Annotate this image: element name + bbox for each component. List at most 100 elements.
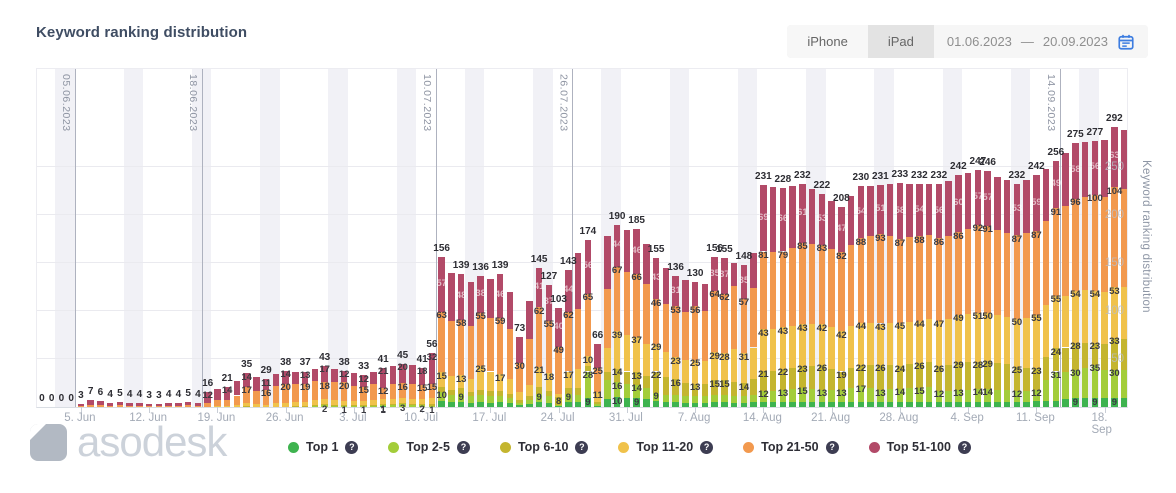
bar[interactable]: [662, 267, 670, 407]
bar[interactable]: [984, 170, 991, 407]
bar[interactable]: [740, 264, 748, 407]
bar[interactable]: [87, 400, 94, 407]
bar[interactable]: [964, 172, 972, 407]
bar[interactable]: [175, 403, 182, 407]
bar[interactable]: [779, 188, 787, 407]
bar[interactable]: [496, 273, 504, 407]
bar[interactable]: [506, 291, 514, 407]
bar[interactable]: [1052, 161, 1060, 407]
bar[interactable]: [867, 186, 874, 407]
bar[interactable]: [321, 365, 328, 407]
tab-iphone[interactable]: iPhone: [787, 25, 868, 58]
bar[interactable]: [155, 404, 163, 407]
bar[interactable]: [789, 186, 796, 407]
bar[interactable]: [253, 377, 260, 407]
bar[interactable]: [331, 368, 338, 407]
bar[interactable]: [1111, 126, 1118, 407]
bar[interactable]: [1033, 174, 1040, 407]
bar[interactable]: [701, 284, 709, 407]
bar[interactable]: [301, 371, 309, 407]
bar[interactable]: [526, 301, 533, 407]
bar[interactable]: [262, 379, 270, 407]
bar[interactable]: [847, 195, 855, 407]
bar[interactable]: [994, 176, 1001, 407]
bar[interactable]: [370, 371, 377, 407]
bar[interactable]: [652, 258, 660, 407]
bar[interactable]: [945, 181, 952, 407]
bar[interactable]: [594, 343, 601, 407]
bar[interactable]: [106, 403, 114, 407]
bar[interactable]: [906, 184, 913, 407]
bar[interactable]: [545, 285, 553, 407]
bar[interactable]: [77, 404, 85, 407]
bar[interactable]: [838, 207, 845, 407]
bar[interactable]: [1072, 143, 1079, 407]
bar[interactable]: [457, 273, 465, 407]
bar[interactable]: [935, 184, 943, 407]
bar[interactable]: [974, 169, 982, 407]
legend-item-top-21-50[interactable]: Top 21-50?: [743, 440, 839, 454]
bar[interactable]: [916, 184, 923, 407]
bar[interactable]: [165, 403, 172, 407]
bar[interactable]: [574, 253, 582, 407]
bar[interactable]: [555, 308, 562, 407]
bar[interactable]: [799, 184, 806, 407]
bar[interactable]: [760, 185, 767, 407]
help-icon[interactable]: ?: [825, 440, 839, 454]
bar[interactable]: [623, 230, 631, 407]
bar[interactable]: [1081, 142, 1089, 407]
bar[interactable]: [409, 364, 416, 407]
help-icon[interactable]: ?: [456, 440, 470, 454]
bar[interactable]: [1120, 129, 1128, 407]
bar[interactable]: [682, 280, 689, 407]
bar[interactable]: [448, 272, 455, 407]
bar[interactable]: [204, 391, 211, 407]
help-icon[interactable]: ?: [575, 440, 589, 454]
bar[interactable]: [340, 370, 348, 407]
bar[interactable]: [233, 381, 241, 407]
bar[interactable]: [97, 401, 104, 407]
bar[interactable]: [136, 403, 143, 407]
date-range-picker[interactable]: 01.06.2023 — 20.09.2023: [933, 25, 1148, 58]
legend-item-top-6-10[interactable]: Top 6-10?: [499, 440, 589, 454]
bar[interactable]: [925, 184, 933, 407]
bar[interactable]: [877, 185, 884, 407]
bar[interactable]: [721, 258, 728, 407]
bar[interactable]: [896, 183, 904, 407]
bar[interactable]: [487, 279, 494, 407]
bar[interactable]: [282, 370, 289, 407]
bar[interactable]: [311, 368, 319, 407]
bar[interactable]: [769, 187, 777, 407]
bar[interactable]: [516, 336, 523, 407]
bar[interactable]: [857, 186, 865, 407]
bar[interactable]: [184, 402, 192, 407]
bar[interactable]: [399, 363, 406, 407]
legend-item-top-2-5[interactable]: Top 2-5?: [388, 440, 470, 454]
bar[interactable]: [1062, 152, 1069, 407]
bar[interactable]: [438, 257, 445, 407]
calendar-icon[interactable]: [1117, 33, 1135, 51]
bar[interactable]: [1101, 140, 1108, 407]
bar[interactable]: [214, 388, 221, 407]
bar[interactable]: [808, 189, 816, 407]
bar[interactable]: [360, 375, 367, 407]
bar[interactable]: [613, 224, 621, 407]
bar[interactable]: [1023, 180, 1030, 407]
bar[interactable]: [467, 282, 475, 407]
bar[interactable]: [691, 282, 699, 407]
bar[interactable]: [672, 276, 679, 407]
help-icon[interactable]: ?: [700, 440, 714, 454]
bar[interactable]: [116, 402, 124, 407]
bar[interactable]: [750, 253, 757, 407]
bar[interactable]: [1042, 168, 1050, 407]
bar[interactable]: [535, 267, 543, 407]
help-icon[interactable]: ?: [957, 440, 971, 454]
bar[interactable]: [418, 367, 426, 407]
bar[interactable]: [243, 373, 250, 407]
legend-item-top-1[interactable]: Top 1?: [288, 440, 359, 454]
bar[interactable]: [194, 403, 202, 407]
bar[interactable]: [828, 200, 835, 407]
bar[interactable]: [604, 236, 611, 407]
bar[interactable]: [643, 243, 650, 407]
bar[interactable]: [1091, 141, 1099, 407]
